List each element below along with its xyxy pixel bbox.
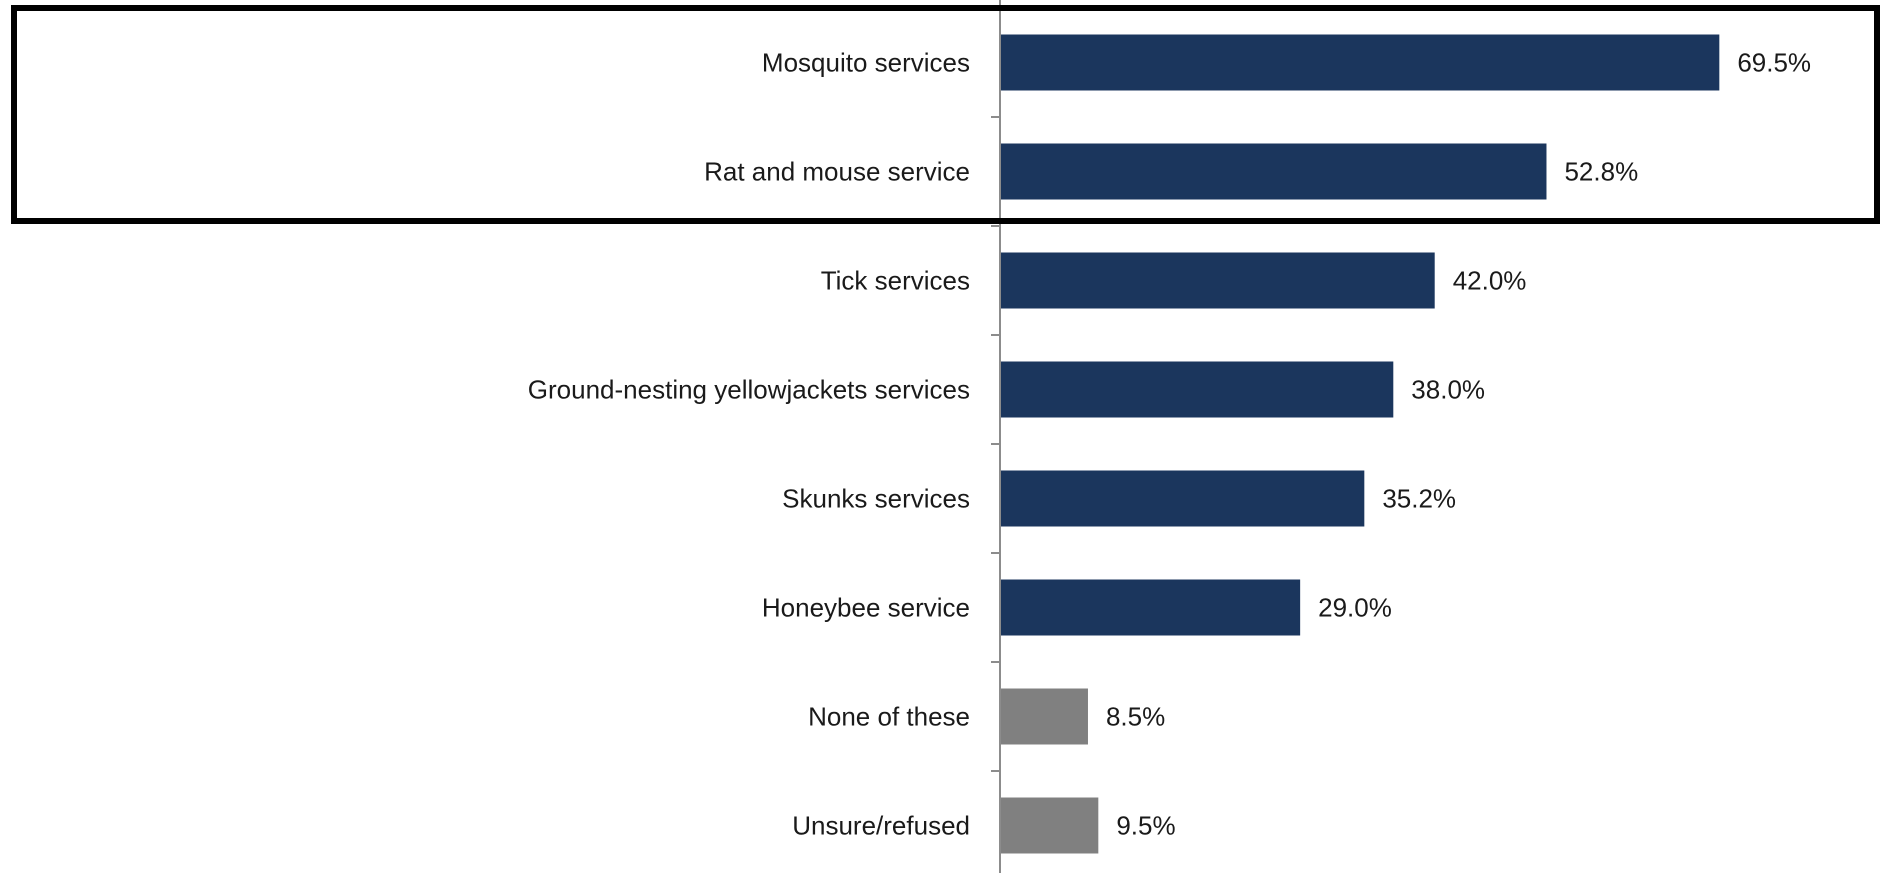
bar-3 bbox=[1000, 252, 1435, 309]
bar-7 bbox=[1000, 688, 1088, 745]
category-label: Tick services bbox=[821, 266, 970, 296]
highlight-layer bbox=[11, 5, 1880, 224]
category-label: Honeybee service bbox=[762, 593, 970, 623]
bar-6 bbox=[1000, 579, 1301, 636]
value-label: 38.0% bbox=[1411, 375, 1485, 405]
labels-layer: Mosquito services 69.5% Rat and mouse serv… bbox=[528, 48, 1811, 841]
bar-1 bbox=[1000, 34, 1720, 91]
value-label: 8.5% bbox=[1106, 702, 1165, 732]
category-label: Rat and mouse service bbox=[704, 157, 970, 187]
bar-5 bbox=[1000, 470, 1365, 527]
category-label: Mosquito services bbox=[762, 48, 970, 78]
value-label: 29.0% bbox=[1318, 593, 1392, 623]
bar-2 bbox=[1000, 143, 1547, 200]
value-label: 42.0% bbox=[1453, 266, 1527, 296]
bars-layer bbox=[1000, 34, 1720, 854]
axis-layer bbox=[991, 0, 1001, 873]
value-label: 52.8% bbox=[1564, 157, 1638, 187]
category-label: None of these bbox=[808, 702, 970, 732]
category-label: Unsure/refused bbox=[792, 811, 970, 841]
category-label: Ground-nesting yellowjackets services bbox=[528, 375, 970, 405]
category-label: Skunks services bbox=[782, 484, 970, 514]
bar-4 bbox=[1000, 361, 1394, 418]
value-label: 9.5% bbox=[1116, 811, 1175, 841]
value-label: 35.2% bbox=[1382, 484, 1456, 514]
highlight-box bbox=[11, 5, 1880, 224]
value-label: 69.5% bbox=[1737, 48, 1811, 78]
bar-8 bbox=[1000, 797, 1099, 854]
